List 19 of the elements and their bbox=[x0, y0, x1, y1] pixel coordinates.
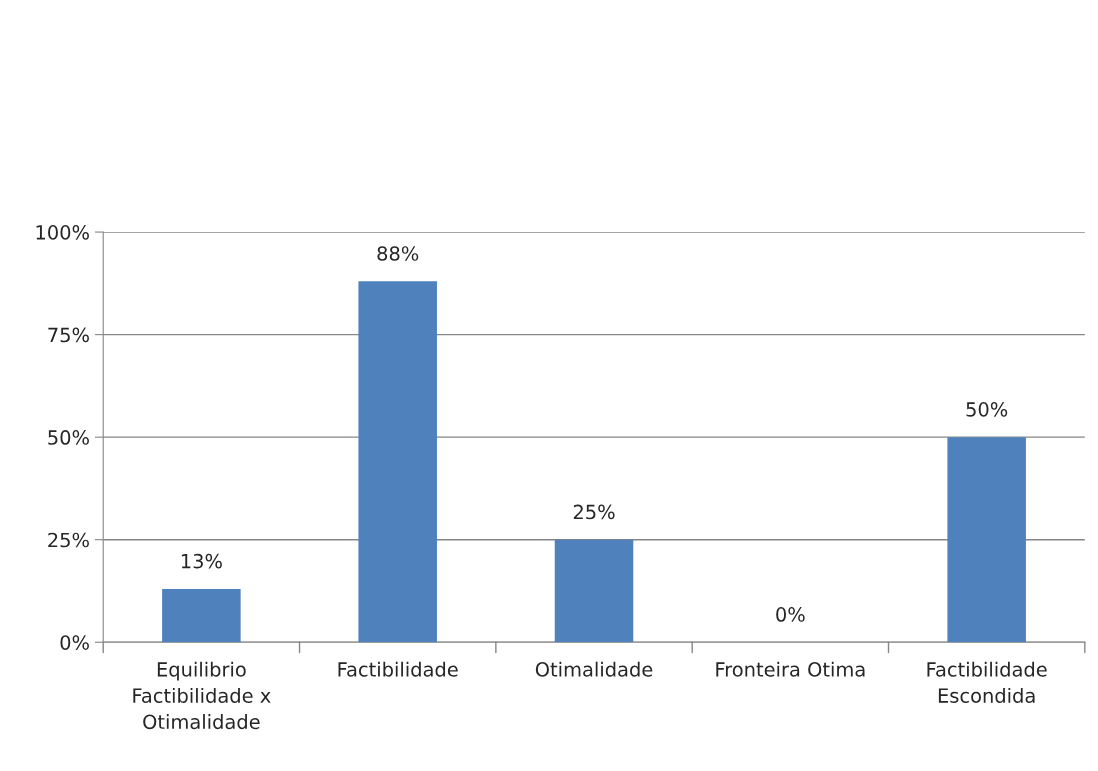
x-tick-label: Fronteira Otima bbox=[716, 661, 865, 677]
data-label: 0% bbox=[776, 607, 805, 622]
data-label: 13% bbox=[181, 553, 222, 569]
y-tick-label: 25% bbox=[48, 532, 89, 548]
y-tick-label: 50% bbox=[48, 430, 89, 445]
bar bbox=[947, 437, 1026, 643]
bar bbox=[358, 281, 437, 643]
bar bbox=[554, 539, 634, 643]
bar bbox=[162, 588, 241, 643]
x-tick-label: Equilibrio Factibilidade x Otimalidade bbox=[133, 661, 271, 730]
y-tick-label: 100% bbox=[36, 225, 89, 240]
y-tick-label: 0% bbox=[60, 635, 89, 650]
x-tick-label: Factibilidade bbox=[338, 661, 458, 677]
x-tick-label: Otimalidade bbox=[535, 661, 653, 677]
data-label: 25% bbox=[573, 504, 615, 520]
x-tick-label: Factibilidade Escondida bbox=[927, 661, 1047, 703]
data-label: 50% bbox=[966, 402, 1008, 417]
y-tick-label: 75% bbox=[48, 327, 89, 343]
data-label: 88% bbox=[377, 246, 419, 261]
